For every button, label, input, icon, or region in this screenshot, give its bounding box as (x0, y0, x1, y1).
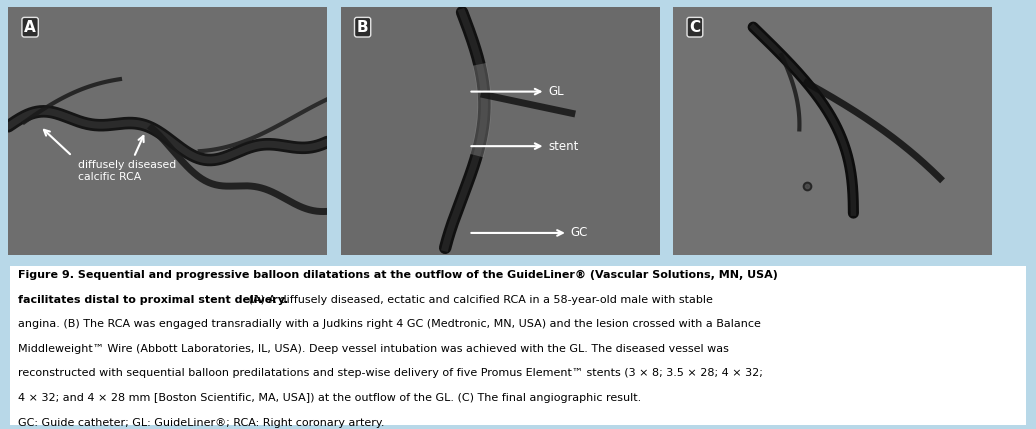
Text: Figure 9. Sequential and progressive balloon dilatations at the outflow of the G: Figure 9. Sequential and progressive bal… (19, 270, 778, 280)
Text: C: C (689, 20, 700, 35)
Text: stent: stent (471, 140, 579, 153)
Text: GL: GL (471, 85, 564, 98)
Text: diffusely diseased
calcific RCA: diffusely diseased calcific RCA (79, 136, 177, 182)
Text: reconstructed with sequential balloon predilatations and step-wise delivery of f: reconstructed with sequential balloon pr… (19, 369, 764, 378)
Text: B: B (356, 20, 369, 35)
Text: GC: Guide catheter; GL: GuideLiner®; RCA: Right coronary artery.: GC: Guide catheter; GL: GuideLiner®; RCA… (19, 417, 385, 428)
Text: A: A (24, 20, 36, 35)
Text: facilitates distal to proximal stent delivery.: facilitates distal to proximal stent del… (19, 295, 289, 305)
Text: angina. (B) The RCA was engaged transradially with a Judkins right 4 GC (Medtron: angina. (B) The RCA was engaged transrad… (19, 319, 761, 329)
Text: 4 × 32; and 4 × 28 mm [Boston Scientific, MA, USA]) at the outflow of the GL. (C: 4 × 32; and 4 × 28 mm [Boston Scientific… (19, 393, 641, 403)
Text: GC: GC (471, 227, 588, 239)
Text: (A) A diffusely diseased, ectatic and calcified RCA in a 58-year-old male with s: (A) A diffusely diseased, ectatic and ca… (244, 295, 713, 305)
Text: Middleweight™ Wire (Abbott Laboratories, IL, USA). Deep vessel intubation was ac: Middleweight™ Wire (Abbott Laboratories,… (19, 344, 729, 354)
